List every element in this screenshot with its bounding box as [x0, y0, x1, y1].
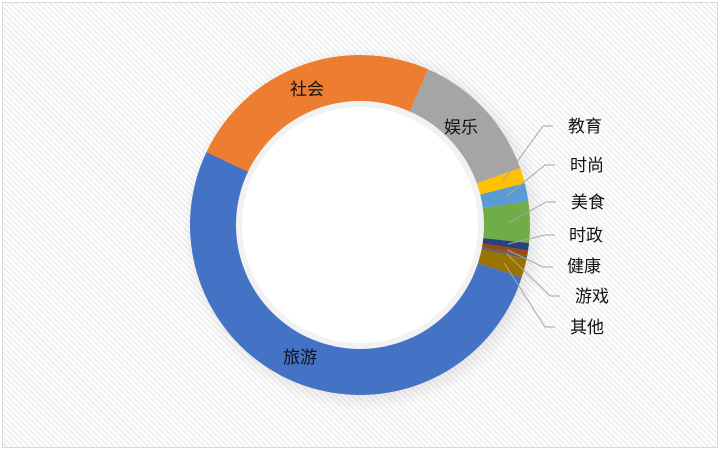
label-shizheng: 时政	[569, 226, 603, 246]
leader-line-3	[508, 201, 556, 224]
label-yule: 娱乐	[444, 118, 478, 138]
slice-7	[472, 248, 527, 278]
label-meishi: 美食	[571, 193, 605, 213]
label-jiankang: 健康	[567, 257, 601, 277]
leader-line-2	[505, 164, 555, 197]
donut-hole-center	[242, 107, 478, 343]
leader-line-5	[506, 249, 553, 268]
label-shishang: 时尚	[570, 156, 604, 176]
slice-8	[190, 151, 522, 395]
slice-4	[476, 237, 530, 251]
slice-5	[476, 242, 529, 256]
slice-0	[407, 69, 521, 186]
slice-6	[475, 246, 528, 259]
label-lvyou: 旅游	[283, 348, 317, 368]
slice-1	[471, 167, 525, 197]
leader-line-7	[503, 262, 555, 328]
label-jiaoyu: 教育	[568, 117, 602, 137]
label-qita: 其他	[570, 318, 604, 338]
leader-line-6	[505, 252, 560, 297]
slice-3	[476, 201, 531, 244]
label-youxi: 游戏	[575, 287, 609, 307]
label-shehui: 社会	[290, 80, 324, 100]
leader-line-4	[507, 234, 555, 245]
leader-line-1	[502, 125, 553, 182]
